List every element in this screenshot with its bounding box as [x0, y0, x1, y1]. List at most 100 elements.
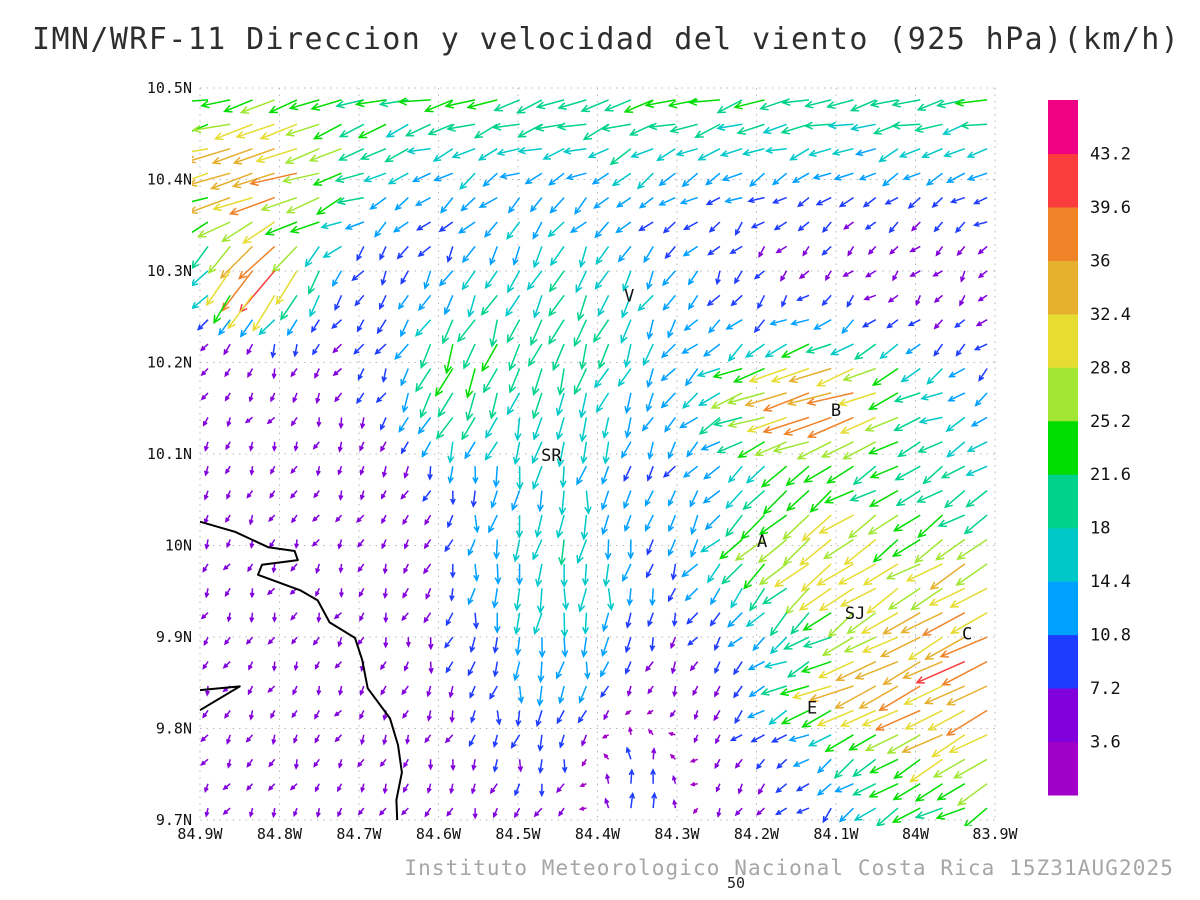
wind-arrow [245, 734, 254, 743]
wind-arrow [512, 539, 521, 563]
wind-arrow [459, 172, 476, 191]
wind-arrow [482, 172, 498, 187]
wind-arrow [615, 221, 632, 234]
wind-arrow [270, 710, 276, 720]
wind-arrow [864, 734, 899, 752]
wind-arrow [725, 514, 743, 538]
wind-arrow [260, 196, 298, 212]
lon-tick-label: 84.9W [177, 825, 223, 843]
wind-arrow [222, 783, 231, 791]
wind-arrow [481, 343, 498, 373]
wind-arrow [755, 758, 766, 770]
wind-arrow [255, 147, 298, 164]
wind-arrow [423, 539, 432, 550]
wind-arrow [290, 416, 298, 427]
wind-arrow [450, 490, 456, 506]
lat-tick-label: 10.5N [147, 79, 192, 97]
wind-arrow [507, 270, 521, 294]
wind-arrow [357, 807, 365, 816]
wind-arrow [600, 636, 610, 658]
wind-arrow [747, 709, 765, 719]
wind-arrow [291, 514, 298, 524]
wind-arrow [786, 392, 832, 407]
wind-arrow [869, 465, 899, 479]
wind-arrow [603, 710, 610, 721]
wind-arrow [645, 563, 654, 579]
wind-arrow [385, 123, 409, 138]
wind-arrow [920, 392, 943, 401]
wind-arrow [932, 758, 966, 778]
wind-arrow [816, 783, 832, 796]
wind-arrow [693, 734, 699, 744]
wind-arrow [247, 368, 254, 379]
wind-arrow [816, 563, 854, 586]
wind-arrow [334, 294, 343, 312]
wind-arrow [353, 343, 365, 355]
wind-arrow [617, 245, 632, 263]
wind-arrow [679, 196, 698, 205]
wind-arrow [661, 270, 676, 287]
station-label-c: C [962, 624, 972, 644]
colorbar-tick-label: 39.6 [1090, 198, 1131, 218]
wind-arrow [514, 637, 522, 657]
wind-arrow [280, 294, 298, 321]
wind-arrow [312, 441, 320, 450]
wind-arrow [682, 245, 699, 257]
wind-arrow [446, 246, 454, 264]
wind-arrow [671, 612, 678, 628]
wind-arrow [513, 612, 521, 636]
wind-arrow [708, 221, 721, 233]
wind-arrow [334, 172, 364, 183]
wind-arrow [852, 758, 877, 778]
wind-arrow [642, 343, 654, 367]
wind-arrow [901, 660, 943, 680]
wind-arrow [381, 539, 387, 550]
colorbar-tick-label: 10.8 [1090, 626, 1131, 646]
wind-arrow [460, 197, 476, 212]
wind-arrow [727, 343, 743, 362]
wind-arrow [294, 539, 299, 550]
station-label-sr: SR [541, 446, 562, 466]
lon-tick-label: 84W [902, 825, 930, 843]
wind-arrow [311, 538, 320, 547]
wind-arrow [923, 685, 966, 705]
wind-arrow [757, 538, 788, 564]
wind-arrow [775, 807, 788, 816]
wind-arrow [850, 123, 876, 132]
wind-arrow [667, 490, 677, 507]
wind-arrow [724, 196, 743, 204]
wind-arrow [258, 319, 276, 336]
wind-arrow [192, 196, 231, 214]
wind-arrow [491, 588, 499, 609]
wind-arrow [331, 319, 343, 330]
lon-tick-label: 84.3W [654, 825, 700, 843]
wind-arrow [531, 392, 543, 420]
wind-arrow [865, 270, 877, 278]
wind-arrow [975, 319, 988, 327]
wind-arrow [667, 587, 677, 603]
wind-arrow [622, 270, 632, 293]
wind-arrow [667, 319, 677, 339]
wind-arrow [380, 441, 387, 453]
wind-arrow [404, 123, 431, 137]
wind-arrow [904, 709, 943, 730]
wind-arrow [378, 99, 409, 108]
wind-arrow [965, 490, 988, 508]
wind-arrow [744, 343, 765, 358]
wind-arrow [403, 539, 409, 550]
wind-arrow [770, 734, 788, 743]
wind-arrow [945, 685, 988, 706]
wind-arrow [687, 636, 699, 646]
wind-arrow [888, 221, 899, 234]
wind-arrow [725, 319, 743, 330]
wind-arrow [758, 563, 788, 586]
colorbar-segment [1048, 527, 1078, 582]
wind-arrow [315, 587, 320, 597]
wind-arrow [721, 172, 743, 182]
wind-arrow [636, 172, 654, 190]
wind-arrow [536, 588, 545, 615]
wind-arrow [493, 99, 520, 112]
wind-arrow [288, 99, 320, 111]
wind-arrow [956, 245, 966, 257]
wind-arrow [679, 416, 699, 429]
